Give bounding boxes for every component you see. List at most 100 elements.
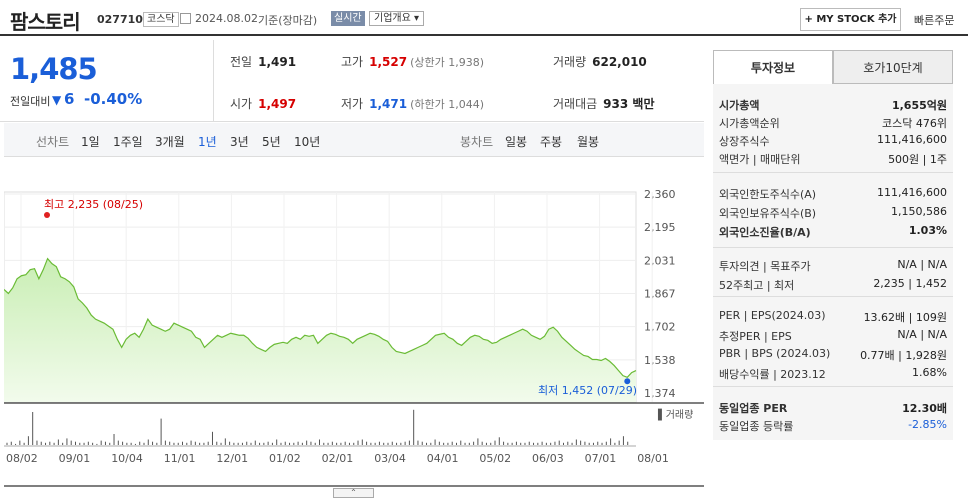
period-bar: 선차트 1일 1주일 3개월 1년 3년 5년 10년 봉차트 일봉 주봉 월봉: [4, 123, 704, 157]
candle-daily[interactable]: 일봉: [505, 135, 528, 149]
info-row: 52주최고 | 최저 2,235 | 1,452: [713, 276, 953, 295]
low-value: 1,471: [369, 97, 408, 111]
info-key: 시가총액순위: [719, 117, 780, 130]
volume-legend: ▌거래량: [657, 408, 693, 421]
y-tick-label: 2,195: [644, 221, 676, 234]
info-key: PBR | BPS (2024.03): [719, 347, 831, 360]
period-10y[interactable]: 10년: [294, 135, 321, 149]
add-my-stock-button[interactable]: + MY STOCK 추가: [800, 8, 901, 31]
price-chart[interactable]: 2,360 2,195 2,031 1,867 1,702 1,538 1,374 최고 2,…: [4, 170, 704, 490]
volume: 거래량 622,010: [553, 53, 647, 70]
open-price: 시가 1,497: [230, 95, 296, 112]
volume-value: 622,010: [592, 55, 647, 69]
info-value: -2.85%: [908, 418, 947, 431]
section-divider: [713, 296, 953, 297]
quote-basis: 기준(장마감): [258, 14, 318, 27]
x-tick-label: 06/03: [532, 452, 564, 465]
x-tick-label: 12/01: [216, 452, 248, 465]
market-badge: 코스닥: [143, 12, 179, 27]
quick-order-link[interactable]: 빠른주문: [914, 14, 955, 27]
period-1w[interactable]: 1주일: [113, 135, 143, 149]
info-key: 시가총액: [719, 99, 760, 112]
price-area: [4, 258, 636, 402]
company-info-dropdown[interactable]: 기업개요 ▾: [369, 11, 424, 26]
stock-header: 팜스토리 027710 코스닥 2024.08.02 기준(장마감) 실시간 기…: [0, 0, 968, 36]
candle-chart-label: 봉차트: [460, 135, 494, 149]
prev-value: 1,491: [258, 55, 297, 69]
info-row: 외국인보유주식수(B) 1,150,586: [713, 204, 953, 223]
investment-info-panel: 투자정보 호가10단계 시가총액 1,655억원 시가총액순위 코스닥 476위 상장주…: [713, 50, 953, 440]
info-section: 외국인한도주식수(A) 111,416,600 외국인보유주식수(B) 1,150,5…: [713, 185, 953, 242]
period-3m[interactable]: 3개월: [155, 135, 185, 149]
realtime-badge[interactable]: 실시간: [331, 11, 365, 26]
info-key: 배당수익률 | 2023.12: [719, 368, 826, 381]
trade-amount: 거래대금 933 백만: [553, 95, 654, 112]
info-value: 13.62배 | 109원: [863, 311, 947, 324]
info-key: 투자의견 | 목표주가: [719, 260, 811, 273]
info-row: 동일업종 등락률 -2.85%: [713, 417, 953, 435]
max-marker: [44, 212, 50, 218]
stock-name: 팜스토리: [10, 10, 81, 34]
info-value: 0.77배 | 1,928원: [860, 349, 947, 362]
info-row: 시가총액 1,655억원: [713, 96, 953, 114]
info-section: 투자의견 | 목표주가 N/A | N/A 52주최고 | 최저 2,235 | 1,…: [713, 257, 953, 295]
stock-code: 027710: [97, 13, 143, 26]
high-price: 고가 1,527 (상한가 1,938): [341, 53, 484, 70]
info-row: 외국인소진율(B/A) 1.03%: [713, 223, 953, 242]
info-key: 상장주식수: [719, 135, 770, 148]
info-key: 액면가 | 매매단위: [719, 153, 801, 166]
period-5y[interactable]: 5년: [262, 135, 281, 149]
prev-close: 전일 1,491: [230, 53, 296, 70]
y-tick-label: 1,538: [644, 354, 676, 367]
x-tick-label: 03/04: [374, 452, 406, 465]
section-divider: [713, 386, 953, 387]
info-key: 추정PER | EPS: [719, 330, 792, 343]
price-change-pct: -0.40%: [84, 90, 143, 108]
current-price: 1,485: [10, 52, 98, 86]
candle-monthly[interactable]: 월봉: [577, 135, 600, 149]
info-row: 외국인한도주식수(A) 111,416,600: [713, 185, 953, 204]
y-tick-label: 1,867: [644, 288, 676, 301]
info-row: 투자의견 | 목표주가 N/A | N/A: [713, 257, 953, 276]
tab-investment-info[interactable]: 투자정보: [713, 50, 833, 84]
info-row: 액면가 | 매매단위 500원 | 1주: [713, 150, 953, 168]
low-label: 저가: [341, 97, 364, 111]
info-key: 동일업종 등락률: [719, 420, 794, 433]
period-1d[interactable]: 1일: [81, 135, 100, 149]
period-3y[interactable]: 3년: [230, 135, 249, 149]
info-row: PBR | BPS (2024.03) 0.77배 | 1,928원: [713, 346, 953, 365]
info-key: 외국인소진율(B/A): [719, 226, 811, 239]
quote-date: 2024.08.02: [195, 12, 258, 25]
info-key: 외국인보유주식수(B): [719, 207, 817, 220]
x-tick-label: 07/01: [585, 452, 617, 465]
x-tick-label: 05/02: [479, 452, 511, 465]
tab-order-book[interactable]: 호가10단계: [833, 50, 953, 84]
y-tick-label: 1,374: [644, 387, 676, 400]
upper-limit: (상한가 1,938): [410, 56, 484, 69]
info-row: PER | EPS(2024.03) 13.62배 | 109원: [713, 308, 953, 327]
high-label: 고가: [341, 55, 364, 69]
info-key: 52주최고 | 최저: [719, 279, 795, 292]
open-label: 시가: [230, 97, 253, 111]
section-divider: [713, 172, 953, 173]
y-tick-label: 2,031: [644, 254, 676, 267]
price-change: 6: [64, 90, 75, 108]
info-row: 배당수익률 | 2023.12 1.68%: [713, 365, 953, 384]
down-arrow-icon: ▼: [52, 93, 62, 107]
info-row: 추정PER | EPS N/A | N/A: [713, 327, 953, 346]
period-1y[interactable]: 1년: [198, 135, 217, 149]
divider: [213, 40, 214, 122]
info-value: 1.68%: [912, 366, 947, 379]
x-tick-label: 09/01: [59, 452, 91, 465]
info-key: 외국인한도주식수(A): [719, 188, 817, 201]
info-section: PER | EPS(2024.03) 13.62배 | 109원 추정PER | E…: [713, 308, 953, 384]
price-panel: 1,485 전일대비 ▼ 6 -0.40% 전일 1,491 고가 1,527 (상한…: [0, 40, 704, 122]
section-divider: [713, 247, 953, 248]
y-tick-label: 2,360: [644, 188, 676, 201]
line-chart-label: 선차트: [36, 135, 70, 149]
info-value: 12.30배: [902, 402, 947, 415]
candle-weekly[interactable]: 주봉: [540, 135, 563, 149]
chevron-up-icon[interactable]: ⌃: [333, 488, 374, 498]
info-row: 동일업종 PER 12.30배: [713, 399, 953, 417]
